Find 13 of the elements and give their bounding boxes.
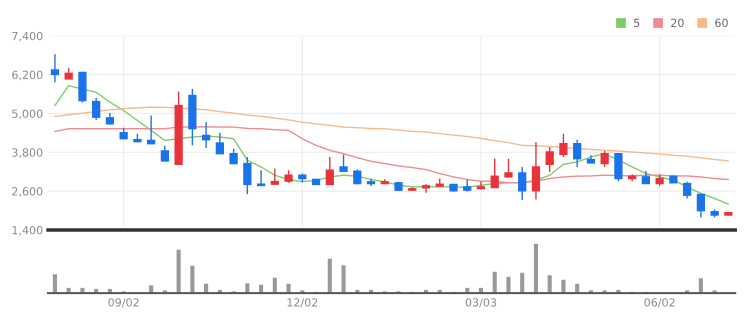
legend-label: 20	[671, 18, 684, 28]
y-tick-label: 5,000	[12, 109, 42, 120]
y-tick-label: 6,200	[12, 70, 42, 80]
x-tick-label: 09/02	[108, 298, 139, 308]
y-tick-label: 7,400	[12, 32, 42, 42]
x-tick-label: 06/02	[644, 298, 675, 308]
y-tick-label: 2,600	[12, 187, 42, 197]
legend-label: 5	[634, 18, 640, 28]
y-tick-label: 1,400	[12, 226, 42, 236]
legend-label: 60	[715, 18, 728, 28]
x-tick-label: 03/03	[466, 298, 496, 308]
y-tick-label: 3,800	[12, 148, 42, 158]
x-tick-label: 12/02	[288, 298, 318, 308]
